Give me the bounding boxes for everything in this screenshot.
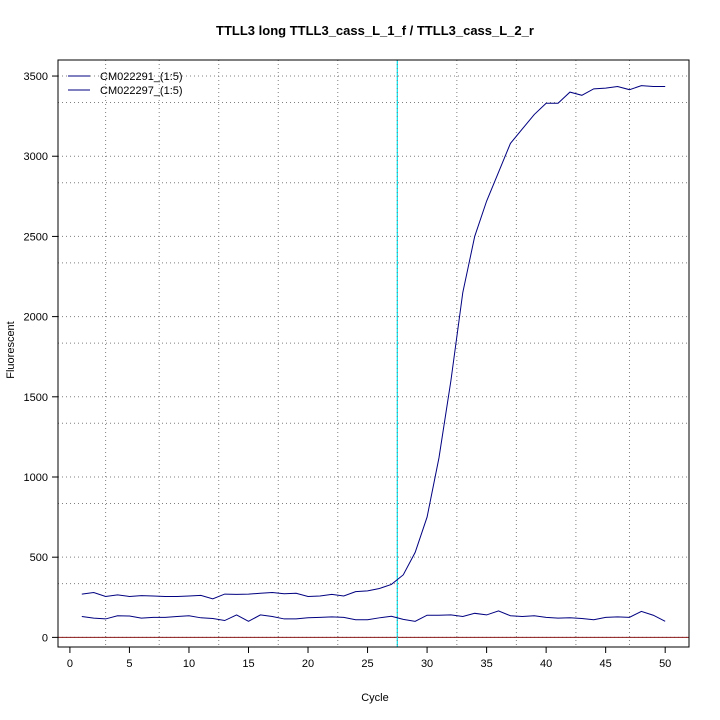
- chart-title: TTLL3 long TTLL3_cass_L_1_f / TTLL3_cass…: [216, 23, 534, 38]
- series-line-2: [81, 610, 666, 622]
- grid-lines: [58, 60, 689, 647]
- x-tick-label: 0: [67, 658, 73, 670]
- y-tick-label: 2500: [24, 231, 48, 243]
- x-tick-label: 35: [480, 658, 492, 670]
- x-tick-label: 15: [242, 658, 254, 670]
- y-tick-label: 2000: [24, 312, 48, 324]
- plot-frame: [57, 59, 690, 648]
- threshold-line-group: [58, 60, 689, 647]
- x-tick-label: 25: [361, 658, 373, 670]
- y-tick-label: 3500: [24, 71, 48, 83]
- y-tick-label: 0: [42, 632, 48, 644]
- x-axis-title: Cycle: [361, 692, 389, 704]
- series-line-1: [81, 85, 666, 600]
- x-tick-label: 10: [183, 658, 195, 670]
- y-tick-label: 1000: [24, 472, 48, 484]
- x-tick-label: 50: [659, 658, 671, 670]
- legend-entry: CM022291_(1:5): [100, 71, 183, 83]
- y-axis-title: Fluorescent: [5, 321, 17, 378]
- x-tick-label: 45: [600, 658, 612, 670]
- legend: CM022291_(1:5) CM022297_(1:5): [68, 71, 183, 97]
- x-tick-label: 20: [302, 658, 314, 670]
- x-tick-label: 40: [540, 658, 552, 670]
- legend-entry: CM022297_(1:5): [100, 85, 183, 97]
- y-tick-label: 3000: [24, 151, 48, 163]
- y-axis-ticks: 0 500 1000 1500 2000 2500 3000 3500: [24, 71, 58, 644]
- y-tick-label: 500: [30, 552, 48, 564]
- x-tick-label: 5: [126, 658, 132, 670]
- series-lines: [81, 85, 666, 622]
- y-tick-label: 1500: [24, 392, 48, 404]
- x-axis-ticks: 0 5 10 15 20 25 30 35 40 45 50: [67, 647, 671, 670]
- x-tick-label: 30: [421, 658, 433, 670]
